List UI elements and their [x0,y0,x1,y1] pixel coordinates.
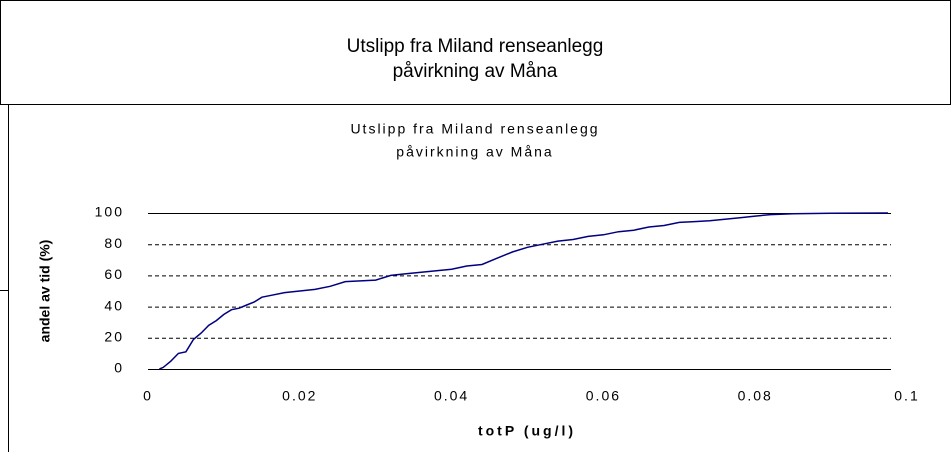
x-tick-label: 0.1 [894,388,919,404]
y-tick-label: 100 [95,204,124,220]
x-tick-label: 0.02 [282,388,317,404]
data-line [159,212,889,370]
x-tick-label: 0.04 [434,388,469,404]
chart-title: Utslipp fra Miland renseanlegg [350,121,599,137]
y-tick-label: 80 [104,235,124,251]
y-axis-label: andel av tid (%) [37,240,53,343]
y-tick-label: 40 [104,297,124,313]
x-axis-label: totP (ug/l) [478,423,576,439]
x-tick-label: 0.08 [738,388,773,404]
y-tick-label: 0 [114,360,124,376]
header-title: påvirkning av Måna [393,61,558,82]
y-tick-label: 20 [104,329,124,345]
y-tick-label: 60 [104,266,124,282]
chart-title: påvirkning av Måna [396,144,553,160]
x-tick-label: 0.06 [586,388,621,404]
header-title: Utslipp fra Miland renseanlegg [347,36,604,57]
x-tick-label: 0 [143,388,153,404]
